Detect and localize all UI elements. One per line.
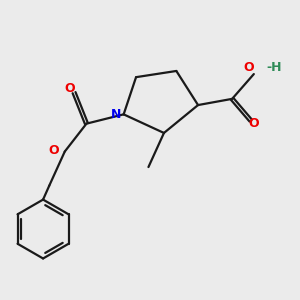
- Text: O: O: [243, 61, 254, 74]
- Text: O: O: [248, 117, 259, 130]
- Text: N: N: [111, 108, 121, 121]
- Text: -H: -H: [266, 61, 282, 74]
- Text: O: O: [64, 82, 75, 94]
- Text: O: O: [49, 143, 59, 157]
